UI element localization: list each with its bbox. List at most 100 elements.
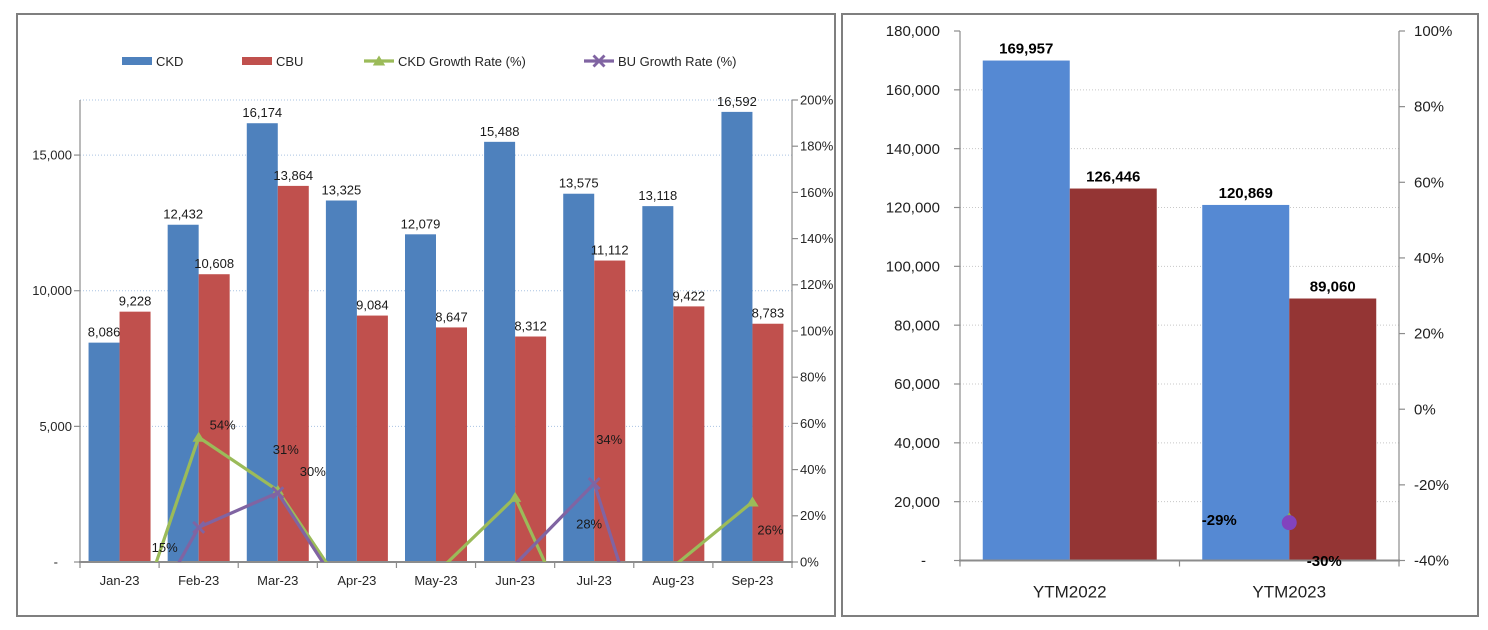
category-label: Jul-23 [577,573,612,588]
category-label: Aug-23 [652,573,694,588]
bar-value-label: 11,112 [591,243,629,258]
right-axis-tick-label: 140% [800,231,834,246]
left-axis-tick-label: 60,000 [894,376,940,393]
bar-ckd-ytm2023 [1202,204,1290,561]
bar-cbu-may-23 [436,327,467,562]
bar-cbu-aug-23 [673,306,705,562]
right-axis-tick-label: 20% [800,508,826,523]
growth-point-label: 28% [576,517,602,532]
bar-ckd-jan-23 [88,342,120,562]
bar-value-label: 169,957 [999,41,1053,58]
growth-point-label: 34% [596,432,622,447]
triangle-marker [192,431,205,442]
bar-ckd-may-23 [405,234,436,563]
category-label: Sep-23 [731,573,773,588]
growth-point-label: -30% [1307,553,1342,570]
bar-value-label: 8,312 [514,319,547,334]
bar-value-label: 9,084 [356,298,389,313]
category-label: Apr-23 [337,573,376,588]
growth-point-label: 54% [210,418,236,433]
category-label: YTM2022 [1033,583,1107,602]
left-axis-tick-label: 20,000 [894,494,940,511]
right-axis-tick-label: 200% [800,92,834,107]
bar-cbu-mar-23 [277,185,309,562]
legend-swatch [122,57,152,65]
bar-value-label: 13,118 [638,188,677,203]
right-axis-tick-label: 40% [1414,250,1444,267]
left-axis-tick-label: 120,000 [886,200,940,217]
right-axis-tick-label: 40% [800,462,826,477]
bar-value-label: 13,325 [322,183,362,198]
category-label: YTM2023 [1252,583,1326,602]
bar-ckd-apr-23 [325,200,357,562]
bar-ckd-sep-23 [721,111,753,562]
triangle-marker [508,491,522,502]
bar-series-ckd: 8,086 12,432 16,174 13,325 12,079 15,488 13,57… [88,94,757,563]
category-label: May-23 [414,573,457,588]
category-label: Mar-23 [257,573,298,588]
growth-point-label: 31% [273,442,299,457]
bar-value-label: 8,086 [88,325,121,340]
left-axis-tick-label: 5,000 [39,419,72,434]
left-axis-tick-label: 140,000 [886,141,940,158]
legend: CKD CBU CKD Growth Rate (%) BU Growth Rate … [122,54,736,69]
left-axis-tick-label: 80,000 [894,317,940,334]
bar-value-label: 120,869 [1219,185,1273,202]
triangle-marker [746,496,759,507]
gridlines [960,89,1399,503]
growth-point-label: 30% [300,464,326,479]
growth-point-label: -29% [1202,512,1237,529]
legend-label: CBU [276,54,303,69]
category-label: Jun-23 [495,573,535,588]
bar-value-label: 13,864 [273,168,313,183]
left-axis-tick-label: - [54,554,58,569]
bar-value-label: 9,228 [119,294,152,309]
right-axis-tick-label: 160% [800,185,834,200]
axes: -20,00040,00060,00080,000100,000120,0001… [886,23,1453,601]
bar-value-label: 8,647 [435,309,468,324]
bar-value-label: 13,575 [559,176,599,191]
ytd-comparison-chart-panel: 169,957 120,869 126,446 89,060 - 20,000 40,000… [841,13,1479,617]
legend-label: BU Growth Rate (%) [618,54,736,69]
x-marker [271,486,285,500]
legend-item: BU Growth Rate (%) [584,54,736,69]
growth-point-label: 15% [152,540,178,555]
bar-value-label: 89,060 [1310,279,1356,296]
right-axis-tick-label: 60% [1414,174,1444,191]
right-axis-tick-label: 0% [1414,401,1436,418]
bar-series-cbu: 9,228 10,608 13,864 9,084 8,647 8,312 11,112 9,… [119,168,784,562]
growth-point-label: 26% [757,522,783,537]
bar-cbu-jun-23 [515,336,547,562]
growth-line [177,480,621,562]
x-marker [587,476,601,490]
legend-label: CKD Growth Rate (%) [398,54,526,69]
legend-item: CKD [122,54,183,69]
bar-value-label: 9,422 [673,288,706,303]
bar-value-label: 126,446 [1086,169,1140,186]
monthly-combo-chart: 8,086 12,432 16,174 13,325 12,079 15,488 13,57… [32,54,834,588]
bar-value-label: 10,608 [194,256,234,271]
circle-marker [1281,515,1297,531]
right-axis-tick-label: 100% [1414,23,1452,40]
triangle-marker [372,55,386,66]
left-axis-tick-label: 10,000 [32,283,72,298]
x-marker [592,54,606,68]
left-axis-tick-label: 40,000 [894,435,940,452]
right-axis-tick-label: 180% [800,139,834,154]
bar-cbu-sep-23 [752,323,784,562]
left-axis-tick-label: 15,000 [32,147,72,162]
bar-ckd-jun-23 [484,141,516,562]
bar-ckd-feb-23 [167,224,199,562]
line-series [177,476,621,562]
bar-value-label: 12,079 [401,216,441,231]
right-axis-tick-label: 0% [800,554,819,569]
bar-cbu-apr-23 [356,315,388,562]
legend-swatch [242,57,272,65]
right-axis-tick-label: 60% [800,416,826,431]
x-marker [192,520,206,534]
left-axis-tick-label: 100,000 [886,258,940,275]
bar-value-label: 12,432 [163,207,203,222]
bar-value-label: 16,592 [717,94,757,109]
legend-item: CKD Growth Rate (%) [364,54,526,69]
left-axis-tick-label: 180,000 [886,23,940,40]
